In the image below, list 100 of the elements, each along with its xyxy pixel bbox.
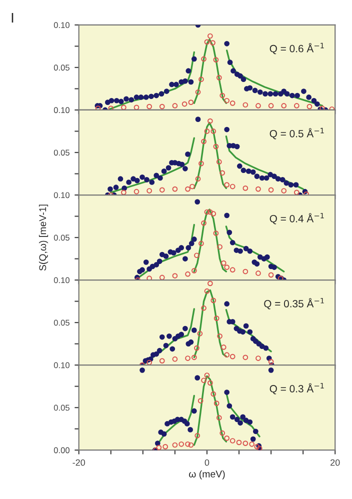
- point: [161, 431, 167, 437]
- y-tick-label: 0.10: [54, 362, 70, 368]
- point: [159, 334, 165, 340]
- point: [240, 168, 246, 174]
- point: [138, 94, 144, 100]
- point: [154, 262, 160, 268]
- point: [163, 254, 169, 259]
- point: [118, 98, 124, 104]
- line-series: [193, 38, 228, 104]
- point: [195, 116, 201, 122]
- point: [158, 175, 163, 181]
- y-tick-label: 0.10: [54, 277, 70, 284]
- point: [238, 420, 243, 426]
- point: [256, 341, 262, 346]
- point: [174, 82, 179, 88]
- point: [182, 256, 188, 262]
- y-tick-label: 0.00: [54, 447, 70, 454]
- point: [243, 418, 249, 424]
- point: [154, 440, 160, 446]
- point: [178, 245, 184, 250]
- point: [243, 246, 249, 252]
- point: [186, 68, 192, 74]
- point: [191, 328, 197, 333]
- point: [275, 176, 281, 182]
- point: [266, 356, 272, 361]
- point: [268, 367, 274, 373]
- point: [104, 100, 110, 106]
- point: [191, 408, 197, 414]
- point: [188, 427, 193, 432]
- point: [230, 414, 236, 420]
- point: [284, 180, 290, 186]
- point: [252, 338, 258, 344]
- point: [166, 165, 172, 170]
- point: [156, 348, 162, 354]
- point: [159, 252, 165, 258]
- point: [188, 240, 194, 246]
- point: [254, 261, 260, 267]
- point: [161, 168, 167, 174]
- point: [243, 323, 249, 329]
- point: [224, 126, 230, 132]
- point: [240, 414, 246, 420]
- point: [124, 96, 129, 102]
- point: [234, 416, 240, 422]
- point: [247, 248, 253, 254]
- point: [224, 212, 230, 218]
- point: [224, 301, 230, 307]
- point: [169, 82, 174, 88]
- point: [293, 182, 299, 188]
- point: [224, 40, 230, 46]
- chart-title: I: [12, 12, 14, 23]
- point: [154, 172, 160, 178]
- point: [257, 89, 263, 95]
- point: [154, 351, 160, 357]
- point: [182, 326, 188, 332]
- point: [259, 344, 265, 350]
- point: [268, 91, 274, 97]
- point: [184, 421, 190, 426]
- point: [290, 92, 295, 98]
- point: [263, 345, 269, 351]
- y-axis-title: S(Q,ω) [meV-1]: [38, 204, 48, 271]
- line-series: [193, 122, 228, 190]
- point: [114, 98, 120, 104]
- annotation: Q = 0.5 Å$^{−1}$: [270, 128, 324, 140]
- y-tick-label: 0.10: [54, 192, 70, 198]
- point: [262, 91, 268, 97]
- point: [140, 267, 145, 273]
- point: [238, 73, 243, 79]
- point: [272, 174, 277, 179]
- line-series: [225, 308, 272, 352]
- y-tick-label: 0.05: [54, 320, 70, 326]
- point: [254, 174, 260, 179]
- point: [246, 168, 252, 174]
- annotation: Q = 0.3 Å$^{−1}$: [270, 383, 324, 394]
- point: [134, 94, 140, 100]
- point: [236, 163, 242, 169]
- point: [224, 390, 230, 395]
- line-series: [193, 375, 228, 446]
- point: [294, 92, 300, 98]
- point: [240, 76, 246, 82]
- y-tick-label: 0.05: [54, 234, 70, 241]
- point: [150, 264, 156, 270]
- point: [122, 186, 128, 191]
- point: [250, 436, 256, 442]
- point: [164, 421, 170, 426]
- point: [281, 88, 287, 94]
- point: [154, 92, 160, 98]
- annotation: Q = 0.35 Å$^{−1}$: [264, 298, 324, 310]
- point: [284, 91, 290, 97]
- point: [194, 199, 200, 204]
- point: [148, 94, 154, 100]
- point: [257, 254, 263, 260]
- point: [259, 175, 265, 181]
- point: [230, 143, 236, 148]
- x-tick-label: -20: [72, 459, 86, 466]
- x-axis-title: ω (meV): [188, 470, 225, 480]
- point: [134, 178, 140, 184]
- point: [156, 258, 162, 264]
- line-series: [193, 208, 228, 272]
- point: [226, 230, 232, 236]
- point: [230, 240, 236, 246]
